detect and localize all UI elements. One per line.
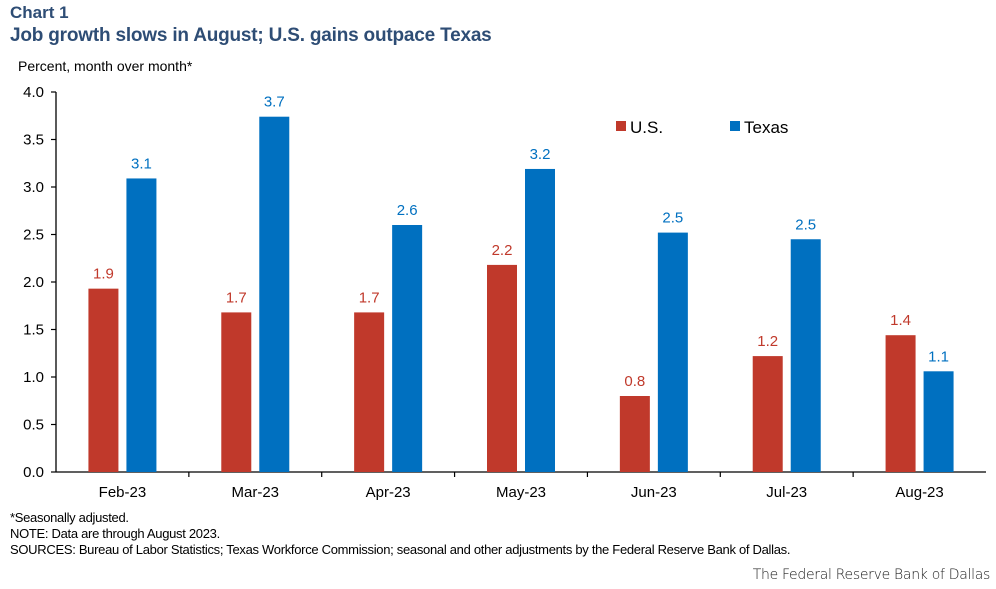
bar-us [88, 288, 119, 472]
bar-us [487, 264, 517, 472]
bar-us [752, 356, 783, 472]
bar-texas [126, 178, 157, 472]
footnote: *Seasonally adjusted. [10, 510, 129, 525]
bar-texas [525, 168, 555, 472]
y-tick-label: 2.5 [23, 227, 44, 244]
data-label-us: 2.2 [492, 242, 513, 259]
y-tick-label: 1.5 [23, 322, 44, 339]
data-label-texas: 3.1 [131, 155, 152, 172]
data-label-texas: 3.7 [264, 94, 285, 111]
legend: U.S. Texas [616, 118, 788, 137]
y-tick-label: 4.0 [23, 84, 44, 101]
bar-us [619, 396, 650, 472]
y-tick-label: 0.0 [23, 464, 44, 481]
legend-label-texas: Texas [744, 118, 788, 137]
data-label-us: 1.7 [226, 289, 247, 306]
data-label-us: 0.8 [624, 373, 645, 390]
data-label-us: 1.9 [93, 266, 114, 283]
bar-texas [657, 232, 688, 472]
y-tick-label: 2.0 [23, 274, 44, 291]
bar-chart: 0.0 0.5 1.0 1.5 2.0 2.5 3.0 3.5 4.0 Feb-23 Mar-23… [23, 84, 986, 500]
data-labels: 1.9 1.7 1.7 2.2 0.8 1.2 1.4 3.1 3.7 2.6 3.2 2.5 2.5 1… [93, 94, 949, 390]
note: NOTE: Data are through August 2023. [10, 526, 220, 541]
legend-swatch-texas [730, 121, 740, 131]
y-tick-label: 3.0 [23, 179, 44, 196]
bar-us [221, 312, 252, 472]
x-tick-label: Apr-23 [366, 484, 411, 500]
y-axis-unit-label: Percent, month over month* [18, 58, 193, 74]
bars [88, 116, 954, 472]
x-tick-label: Jun-23 [631, 484, 677, 500]
x-tick-label: Jul-23 [766, 484, 807, 500]
chart-title: Job growth slows in August; U.S. gains o… [10, 25, 492, 46]
credit-line: The Federal Reserve Bank of Dallas [752, 567, 991, 583]
bar-texas [392, 225, 423, 472]
data-label-texas: 2.5 [662, 210, 683, 227]
y-tick-label: 3.5 [23, 132, 44, 149]
bar-texas [790, 239, 821, 472]
bar-texas [923, 371, 954, 472]
data-label-texas: 1.1 [928, 348, 949, 365]
bar-us [354, 312, 385, 472]
bar-texas [259, 116, 290, 472]
y-axis: 0.0 0.5 1.0 1.5 2.0 2.5 3.0 3.5 4.0 [23, 84, 57, 481]
bar-us [885, 335, 916, 472]
data-label-texas: 2.6 [397, 202, 418, 219]
x-tick-label: Aug-23 [895, 484, 943, 500]
y-tick-label: 0.5 [23, 417, 44, 434]
x-tick-label: Mar-23 [232, 484, 280, 500]
x-axis: Feb-23 Mar-23 Apr-23 May-23 Jun-23 Jul-23 Aug-… [56, 471, 986, 500]
data-label-texas: 3.2 [530, 146, 551, 163]
data-label-us: 1.4 [890, 312, 911, 329]
data-label-us: 1.2 [757, 333, 778, 350]
sources: SOURCES: Bureau of Labor Statistics; Tex… [10, 542, 791, 557]
x-tick-label: May-23 [496, 484, 546, 500]
legend-label-us: U.S. [630, 118, 663, 137]
x-tick-label: Feb-23 [99, 484, 147, 500]
legend-swatch-us [616, 121, 626, 131]
data-label-us: 1.7 [359, 289, 380, 306]
chart-number: Chart 1 [10, 3, 69, 22]
y-tick-label: 1.0 [23, 369, 44, 386]
data-label-texas: 2.5 [795, 216, 816, 233]
